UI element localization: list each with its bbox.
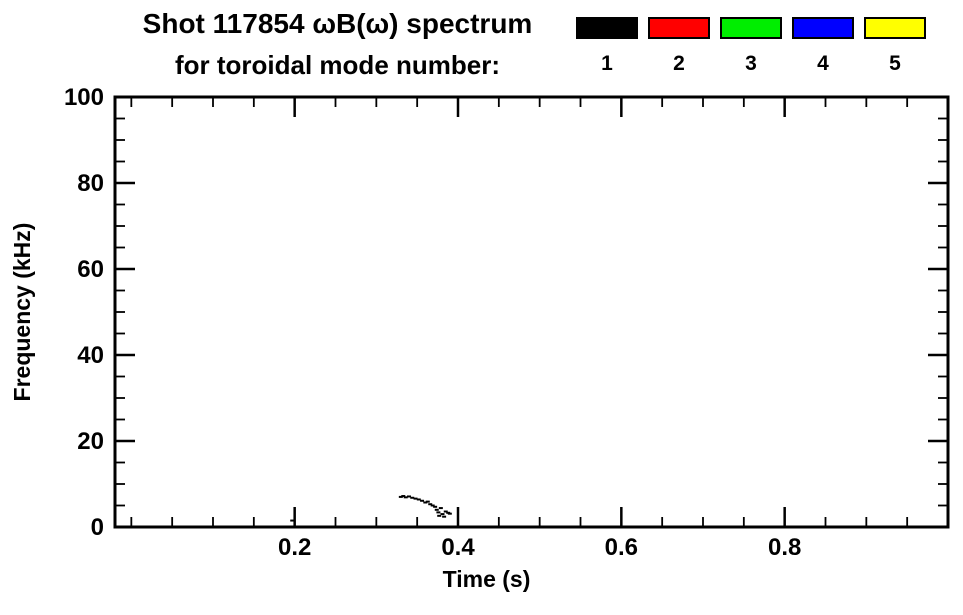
data-point-mode-1 [407,495,411,498]
y-tick-label: 20 [77,428,104,455]
data-point-mode-1 [290,519,295,522]
legend-item-mode-4: 4 [792,17,854,74]
legend-swatch-red [648,17,710,39]
x-tick-label: 0.8 [768,534,801,561]
data-point-mode-1 [423,501,428,504]
x-tick-label: 0.4 [441,534,475,561]
legend-mode-number: 4 [817,52,829,75]
legend-item-mode-5: 5 [864,17,926,74]
legend-mode-number: 5 [889,52,901,75]
data-point-mode-1 [398,495,403,498]
legend-item-mode-1: 1 [576,17,638,74]
data-point-mode-1 [437,514,442,517]
legend-item-mode-3: 3 [720,17,782,74]
plot-area [115,97,948,527]
mode-legend: 1 2 3 4 5 [576,17,926,74]
x-axis-title: Time (s) [443,566,531,592]
y-tick-label: 100 [64,84,104,111]
data-point-mode-1 [425,500,430,503]
plot-title: Shot 117854 ωB(ω) spectrum [142,8,533,39]
legend-swatch-green [720,17,782,39]
legend-item-mode-2: 2 [648,17,710,74]
data-point-mode-1 [440,513,445,516]
legend-mode-number: 1 [601,52,613,75]
data-point-mode-1 [403,496,408,499]
legend-mode-number: 2 [673,52,685,75]
legend-swatch-blue [792,17,854,39]
data-point-mode-1 [413,497,418,500]
y-tick-label: 60 [77,256,104,283]
legend-swatch-black [576,17,638,39]
x-tick-label: 0.2 [278,534,311,561]
legend-swatch-yellow [864,17,926,39]
data-point-mode-1 [401,495,406,498]
data-point-mode-1 [410,496,415,499]
data-point-mode-1 [430,504,435,507]
y-axis-title: Frequency (kHz) [9,223,35,402]
data-point-mode-1 [436,511,441,514]
data-point-mode-1 [442,515,447,518]
data-point-mode-1 [447,512,452,515]
plot-subtitle: for toroidal mode number: [175,50,500,80]
y-tick-label: 80 [77,170,104,197]
data-point-mode-1 [434,508,439,511]
legend-mode-number: 3 [745,52,757,75]
x-tick-label: 0.6 [605,534,638,561]
data-point-mode-1 [438,507,443,510]
data-point-mode-1 [420,499,425,502]
data-point-mode-1 [433,505,438,508]
data-point-mode-1 [416,498,421,501]
y-tick-label: 0 [91,514,104,541]
data-point-mode-1 [443,510,448,513]
data-point-mode-1 [428,503,433,506]
y-tick-label: 40 [77,342,104,369]
